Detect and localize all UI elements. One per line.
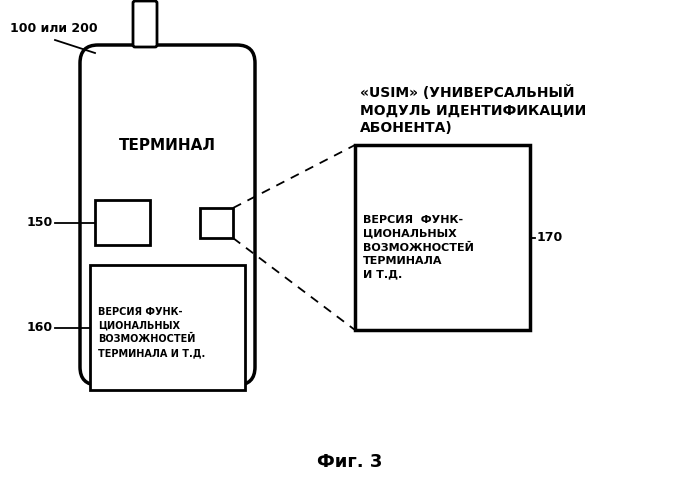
- Bar: [355, 145, 530, 330]
- Text: ВЕРСИЯ ФУНК-
ЦИОНАЛЬНЫХ
ВОЗМОЖНОСТЕЙ
ТЕРМИНАЛА И Т.Д.: ВЕРСИЯ ФУНК- ЦИОНАЛЬНЫХ ВОЗМОЖНОСТЕЙ ТЕР…: [98, 307, 206, 358]
- Text: 150: 150: [27, 216, 53, 229]
- Text: «USIM» (УНИВЕРСАЛЬНЫЙ
МОДУЛЬ ИДЕНТИФИКАЦИИ
АБОНЕНТА): «USIM» (УНИВЕРСАЛЬНЫЙ МОДУЛЬ ИДЕНТИФИКАЦ…: [360, 85, 586, 135]
- Bar: [95, 200, 150, 245]
- Text: 160: 160: [27, 321, 53, 334]
- Bar: [200, 208, 233, 238]
- FancyBboxPatch shape: [80, 45, 255, 385]
- Text: 170: 170: [537, 231, 563, 244]
- FancyBboxPatch shape: [133, 1, 157, 47]
- Bar: [90, 265, 245, 390]
- Text: ВЕРСИЯ  ФУНК-
ЦИОНАЛЬНЫХ
ВОЗМОЖНОСТЕЙ
ТЕРМИНАЛА
И Т.Д.: ВЕРСИЯ ФУНК- ЦИОНАЛЬНЫХ ВОЗМОЖНОСТЕЙ ТЕР…: [363, 215, 474, 280]
- Text: Фиг. 3: Фиг. 3: [317, 453, 382, 471]
- Text: 100 или 200: 100 или 200: [10, 22, 98, 35]
- Text: ТЕРМИНАЛ: ТЕРМИНАЛ: [119, 137, 216, 152]
